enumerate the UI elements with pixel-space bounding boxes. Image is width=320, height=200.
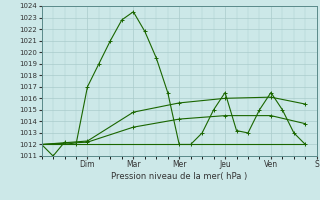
X-axis label: Pression niveau de la mer( hPa ): Pression niveau de la mer( hPa ) bbox=[111, 172, 247, 181]
